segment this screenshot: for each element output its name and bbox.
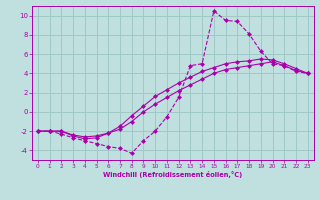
X-axis label: Windchill (Refroidissement éolien,°C): Windchill (Refroidissement éolien,°C) (103, 171, 243, 178)
